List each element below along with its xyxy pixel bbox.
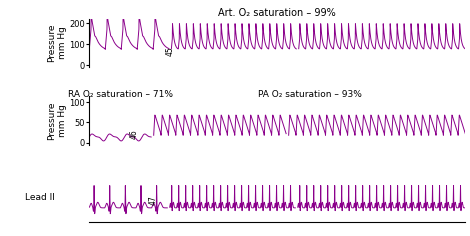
Text: PA O₂ saturation – 93%: PA O₂ saturation – 93%: [258, 90, 361, 99]
Y-axis label: Pressure
mm Hg: Pressure mm Hg: [47, 24, 67, 62]
Text: RA O₂ saturation – 71%: RA O₂ saturation – 71%: [68, 90, 173, 99]
Text: Lead II: Lead II: [25, 193, 55, 202]
Text: 46: 46: [129, 130, 138, 139]
Text: 47: 47: [149, 195, 158, 205]
Text: 45: 45: [166, 46, 175, 56]
Y-axis label: Pressure
mm Hg: Pressure mm Hg: [47, 101, 67, 140]
Title: Art. O₂ saturation – 99%: Art. O₂ saturation – 99%: [219, 8, 336, 18]
